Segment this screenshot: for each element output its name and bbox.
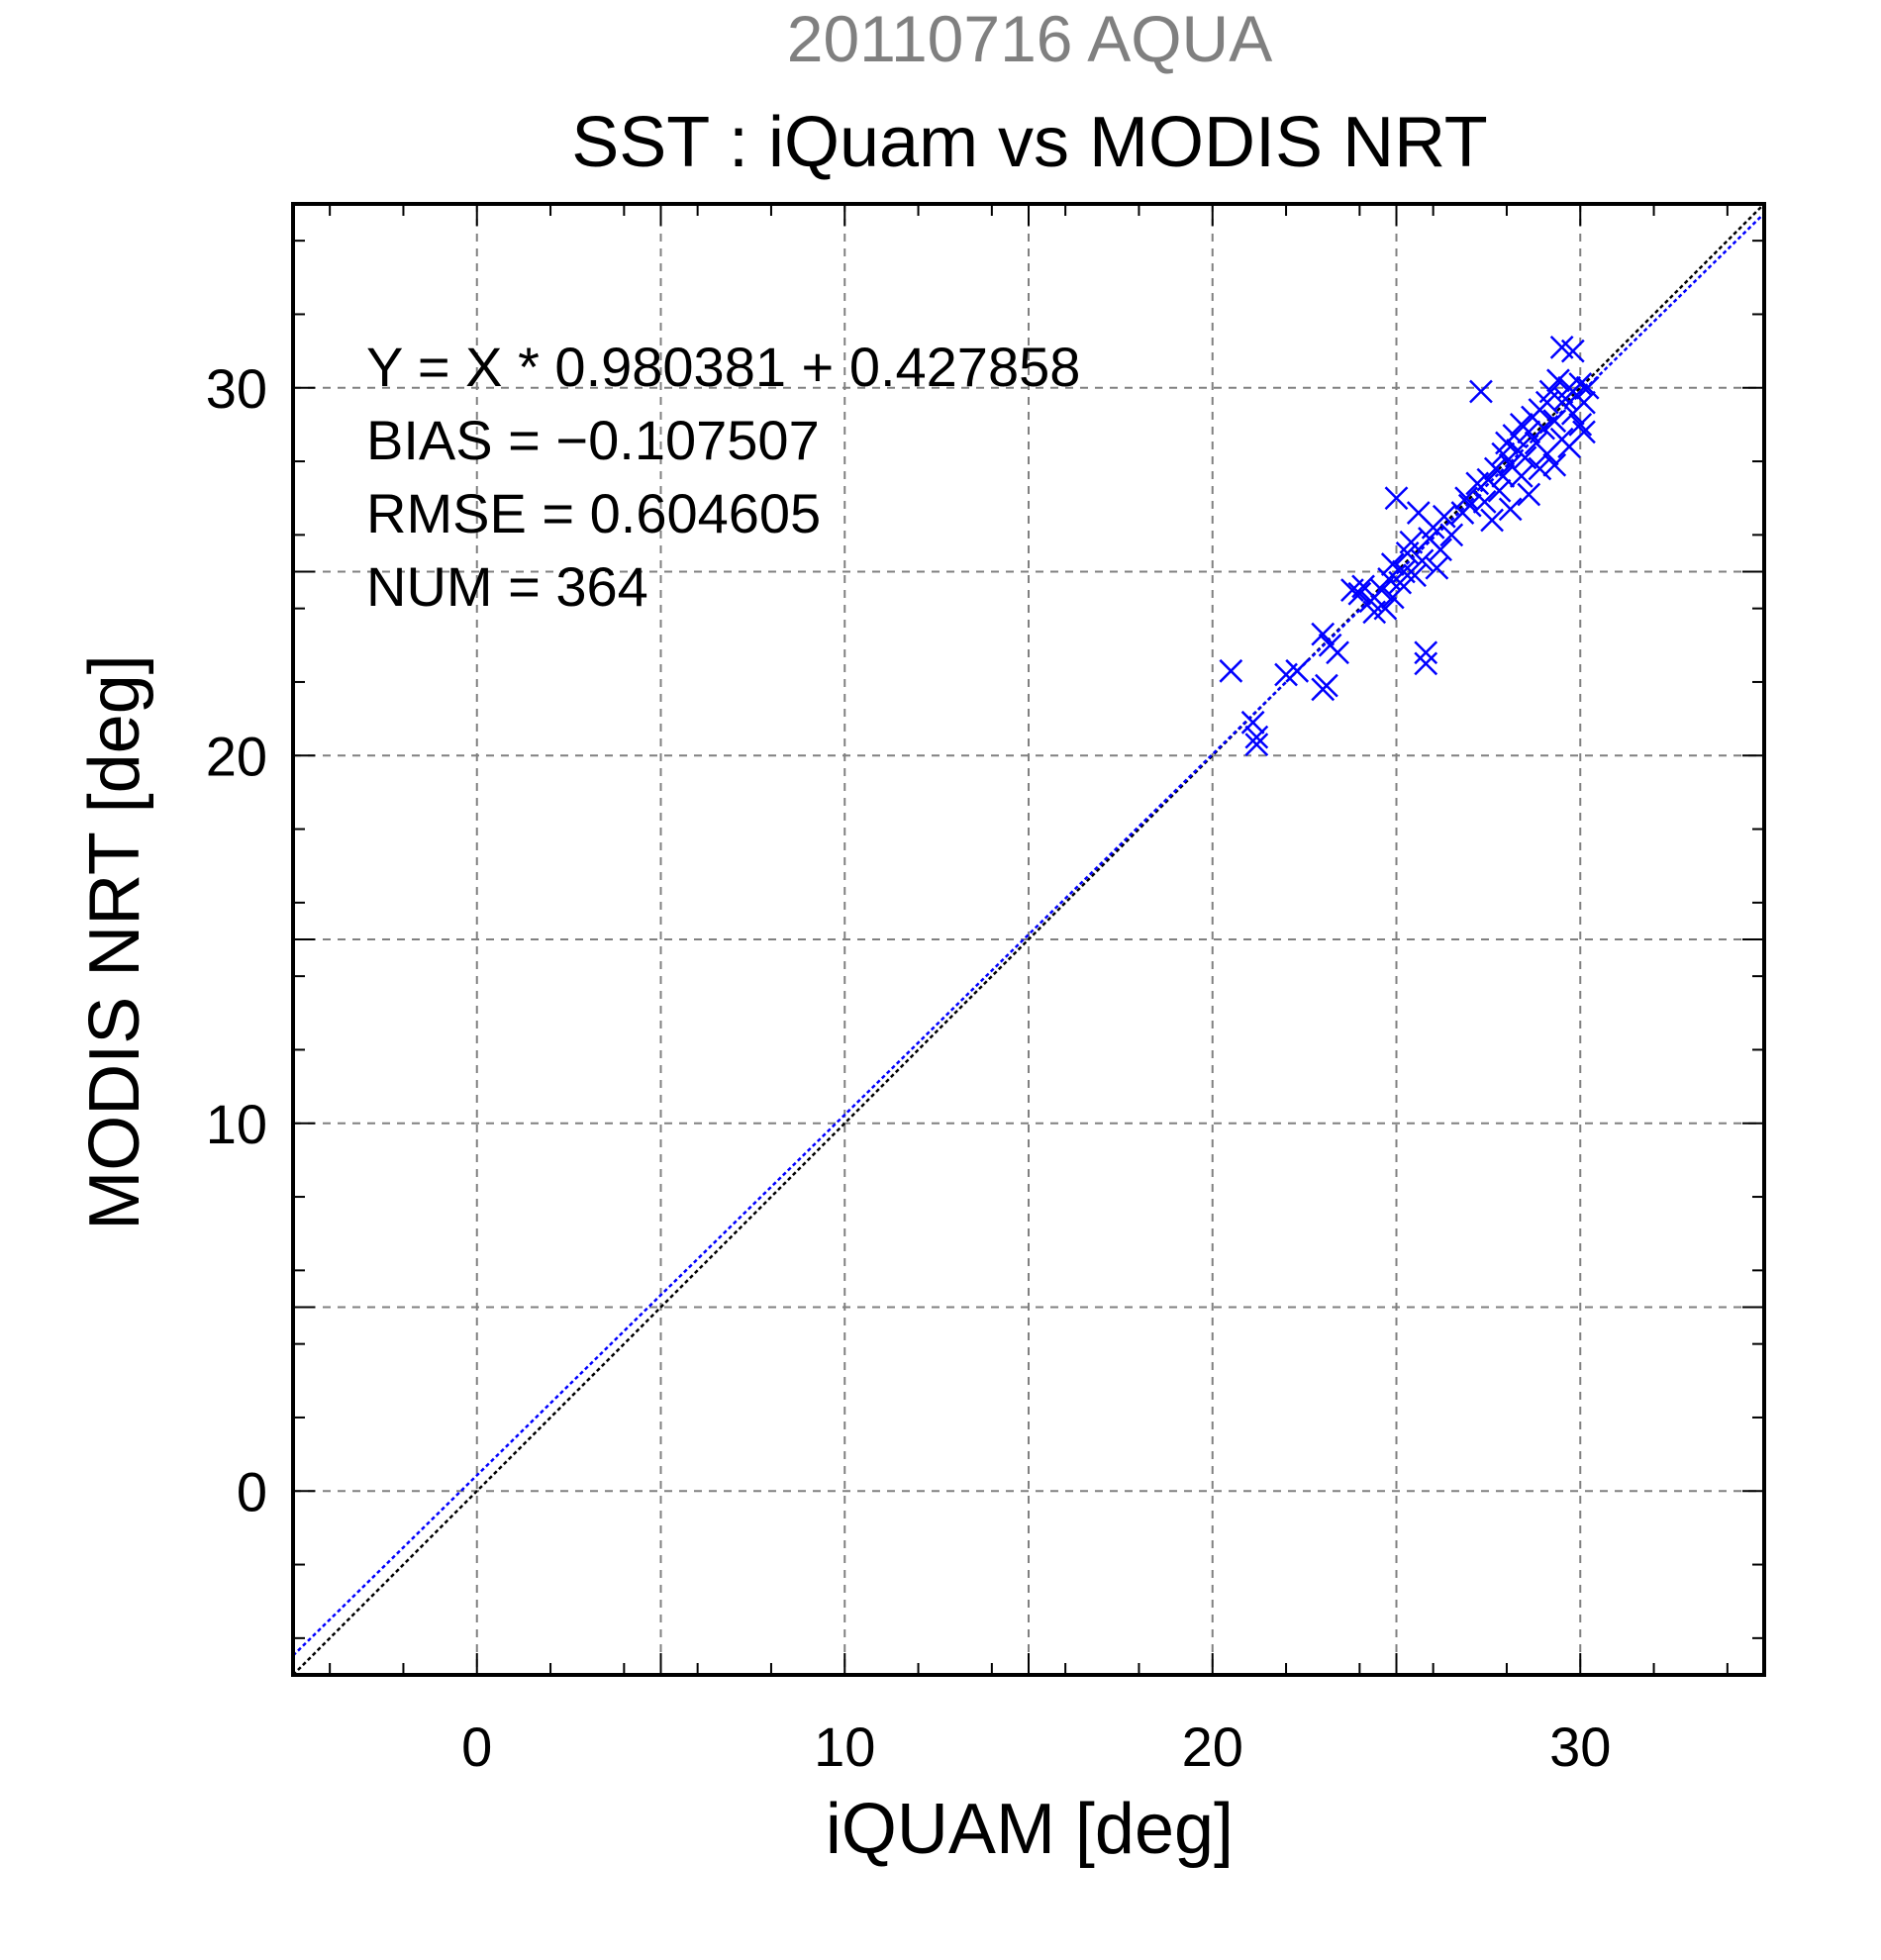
chart-title: SST : iQuam vs MODIS NRT [571, 103, 1488, 182]
y-axis-label: MODIS NRT [deg] [75, 654, 154, 1230]
x-tick-label: 10 [814, 1715, 875, 1778]
data-point [1560, 339, 1585, 363]
grid-lines [293, 204, 1764, 1675]
data-point [1572, 420, 1596, 444]
y-tick-labels: 0 10 20 30 [206, 357, 267, 1523]
stats-bias: BIAS = −0.107507 [366, 409, 820, 471]
data-point [1311, 622, 1336, 646]
data-point [1454, 486, 1478, 511]
x-tick-label: 20 [1182, 1715, 1243, 1778]
data-point [1542, 409, 1567, 434]
regression-fit-line [292, 212, 1765, 1657]
y-tick-label: 30 [206, 357, 267, 420]
data-point [1432, 504, 1456, 529]
data-point [1528, 456, 1552, 481]
data-point [1410, 548, 1435, 573]
data-point [1491, 464, 1516, 488]
x-tick-label: 30 [1549, 1715, 1611, 1778]
data-point [1315, 673, 1338, 698]
x-axis-label: iQUAM [deg] [826, 1790, 1234, 1869]
data-point [1472, 490, 1497, 514]
data-point [1326, 640, 1349, 665]
data-point [1403, 563, 1427, 588]
chart-supertitle: 20110716 AQUA [787, 2, 1273, 75]
data-point [1480, 508, 1504, 533]
data-point [1568, 372, 1593, 396]
x-tick-labels: 0 10 20 30 [461, 1715, 1611, 1778]
y-tick-label: 0 [237, 1460, 267, 1522]
data-point [1373, 596, 1398, 621]
data-point [1285, 658, 1310, 683]
data-point [1380, 552, 1405, 576]
data-point [1380, 585, 1405, 610]
stats-num: NUM = 364 [366, 555, 648, 618]
data-point [1439, 523, 1464, 547]
data-point [1347, 581, 1372, 606]
data-point [1429, 538, 1452, 562]
data-point [1244, 733, 1269, 756]
data-point [1509, 464, 1534, 488]
data-point [1498, 497, 1523, 522]
data-point [1469, 379, 1493, 404]
data-point [1538, 379, 1563, 404]
data-point [1487, 478, 1512, 503]
data-point [1425, 555, 1449, 580]
data-point [1384, 486, 1409, 511]
data-point [1513, 445, 1537, 470]
stats-rmse: RMSE = 0.604605 [366, 482, 821, 544]
plot-frame [291, 202, 1766, 1677]
data-point [1399, 530, 1424, 554]
data-points [1219, 336, 1600, 756]
stats-annotation: Y = X * 0.980381 + 0.427858 BIAS = −0.10… [366, 336, 1080, 618]
data-point [1240, 710, 1265, 735]
data-point [1244, 725, 1269, 749]
data-point [1414, 651, 1438, 676]
data-point [1219, 658, 1243, 683]
data-point [1542, 452, 1567, 477]
y-tick-label: 20 [206, 725, 267, 787]
data-point [1517, 420, 1541, 444]
data-point [1532, 416, 1555, 441]
x-tick-label: 0 [461, 1715, 492, 1778]
stats-equation: Y = X * 0.980381 + 0.427858 [366, 336, 1080, 398]
data-point [1369, 578, 1394, 602]
data-point [1351, 574, 1375, 599]
data-point [1457, 493, 1482, 518]
data-point [1502, 424, 1527, 447]
data-point [1414, 640, 1438, 665]
data-point [1517, 482, 1541, 507]
data-point [1568, 413, 1593, 437]
data-point [1572, 390, 1596, 415]
y-tick-label: 10 [206, 1093, 267, 1155]
data-point [1575, 375, 1600, 400]
data-point [1546, 368, 1570, 393]
